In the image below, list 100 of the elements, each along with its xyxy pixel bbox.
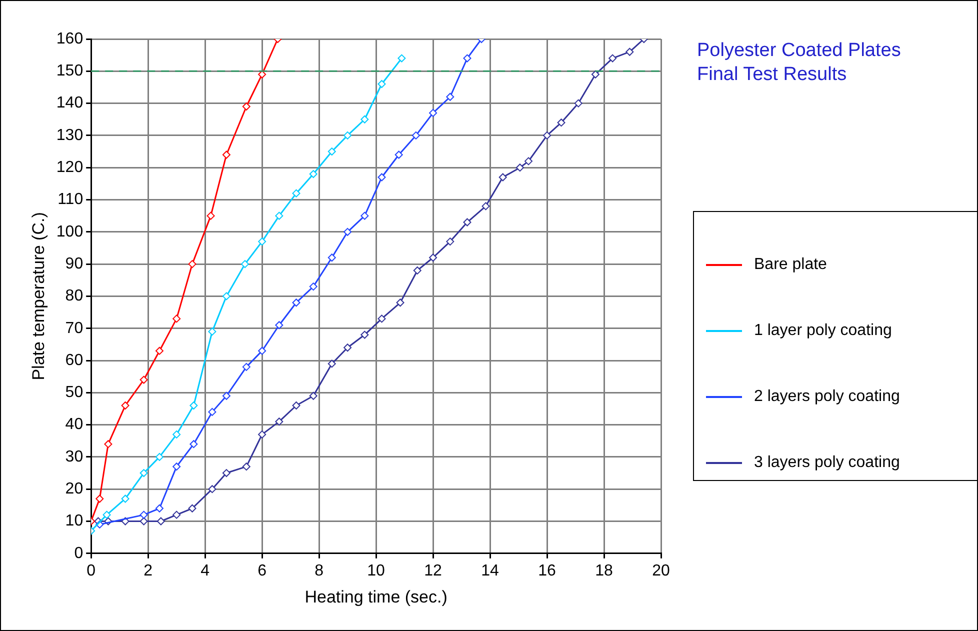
point — [208, 485, 216, 494]
point — [360, 115, 369, 124]
point — [446, 92, 454, 101]
text: Polyester Coated Plates Final Test Results — [697, 39, 901, 87]
point — [463, 218, 472, 226]
legend-label: 2 layers poly coating — [754, 388, 900, 406]
point — [557, 118, 566, 127]
y-tick-label: 60 — [65, 352, 84, 369]
point — [258, 430, 266, 438]
y-tick-label: 160 — [56, 30, 84, 48]
point — [172, 510, 181, 519]
y-tick-label: 50 — [65, 384, 84, 402]
point — [463, 54, 472, 62]
point — [258, 346, 266, 355]
point — [429, 254, 438, 262]
point — [121, 402, 130, 410]
point — [208, 408, 216, 416]
x-tick-label: 4 — [200, 562, 210, 580]
x-tick-label: 2 — [144, 562, 153, 580]
point — [292, 402, 300, 410]
point — [524, 157, 532, 166]
y-tick-label: 10 — [65, 512, 84, 530]
point — [222, 150, 230, 159]
point — [190, 402, 198, 410]
point — [396, 298, 404, 307]
x-axis-title: Heating time (sec.) — [304, 587, 448, 606]
y-tick-label: 20 — [65, 480, 84, 498]
x-tick-label: 8 — [314, 562, 324, 580]
y-tick-label: 90 — [65, 255, 84, 272]
x-tick-label: 10 — [367, 562, 386, 580]
point — [242, 462, 250, 471]
point — [140, 510, 148, 519]
point — [516, 164, 524, 172]
y-tick-label: 40 — [65, 416, 84, 434]
y-tick-label: 120 — [56, 159, 84, 176]
point — [258, 70, 266, 78]
y-tick-label: 140 — [56, 94, 84, 112]
point — [328, 360, 336, 368]
point — [360, 212, 369, 220]
point — [188, 260, 196, 268]
point — [413, 266, 422, 274]
y-tick-label: 80 — [65, 288, 84, 305]
point — [242, 362, 250, 371]
point — [328, 148, 336, 156]
point — [102, 510, 111, 519]
point — [608, 54, 617, 62]
x-tick-label: 18 — [595, 562, 614, 580]
point — [222, 469, 230, 478]
point — [155, 452, 164, 461]
point — [275, 418, 284, 426]
point — [208, 328, 216, 336]
point — [344, 344, 352, 352]
point — [172, 462, 181, 471]
point — [378, 173, 386, 182]
point — [172, 430, 181, 438]
x-tick-label: 0 — [86, 562, 96, 580]
x-tick-label: 20 — [652, 562, 670, 580]
point — [360, 330, 369, 339]
y-tick-label: 70 — [65, 320, 84, 337]
legend-label: Bare plate — [754, 256, 827, 274]
point — [258, 238, 266, 246]
point — [309, 392, 318, 400]
point — [429, 108, 438, 117]
y-axis-title: Plate temperature (C.) — [28, 212, 48, 380]
y-tick-label: 130 — [56, 126, 84, 144]
y-tick-label: 30 — [65, 448, 84, 466]
point — [626, 48, 634, 56]
point — [309, 170, 318, 178]
point — [155, 504, 164, 512]
x-tick-label: 14 — [481, 562, 500, 580]
point — [155, 346, 164, 355]
point — [140, 517, 148, 526]
point — [190, 440, 198, 448]
y-tick-label: 0 — [74, 544, 84, 562]
point — [398, 54, 406, 62]
point — [328, 254, 336, 262]
point — [172, 314, 181, 323]
point — [412, 131, 420, 140]
point — [121, 494, 130, 503]
point — [222, 392, 230, 400]
point — [275, 212, 284, 220]
legend-label: 1 layer poly coating — [754, 322, 892, 340]
point — [344, 228, 352, 236]
legend-label: 3 layers poly coating — [754, 454, 900, 472]
point — [104, 440, 112, 448]
point — [394, 150, 403, 159]
point — [446, 238, 454, 246]
point — [543, 131, 552, 140]
point — [222, 292, 230, 300]
y-tick-label: 100 — [56, 223, 84, 240]
x-tick-label: 16 — [538, 562, 556, 580]
point — [292, 298, 300, 307]
point — [240, 260, 249, 268]
point — [156, 517, 165, 526]
y-tick-label: 110 — [58, 191, 84, 208]
point — [140, 376, 148, 384]
point — [140, 469, 148, 478]
point — [378, 314, 386, 323]
y-tick-label: 150 — [56, 62, 84, 80]
point — [206, 212, 215, 220]
